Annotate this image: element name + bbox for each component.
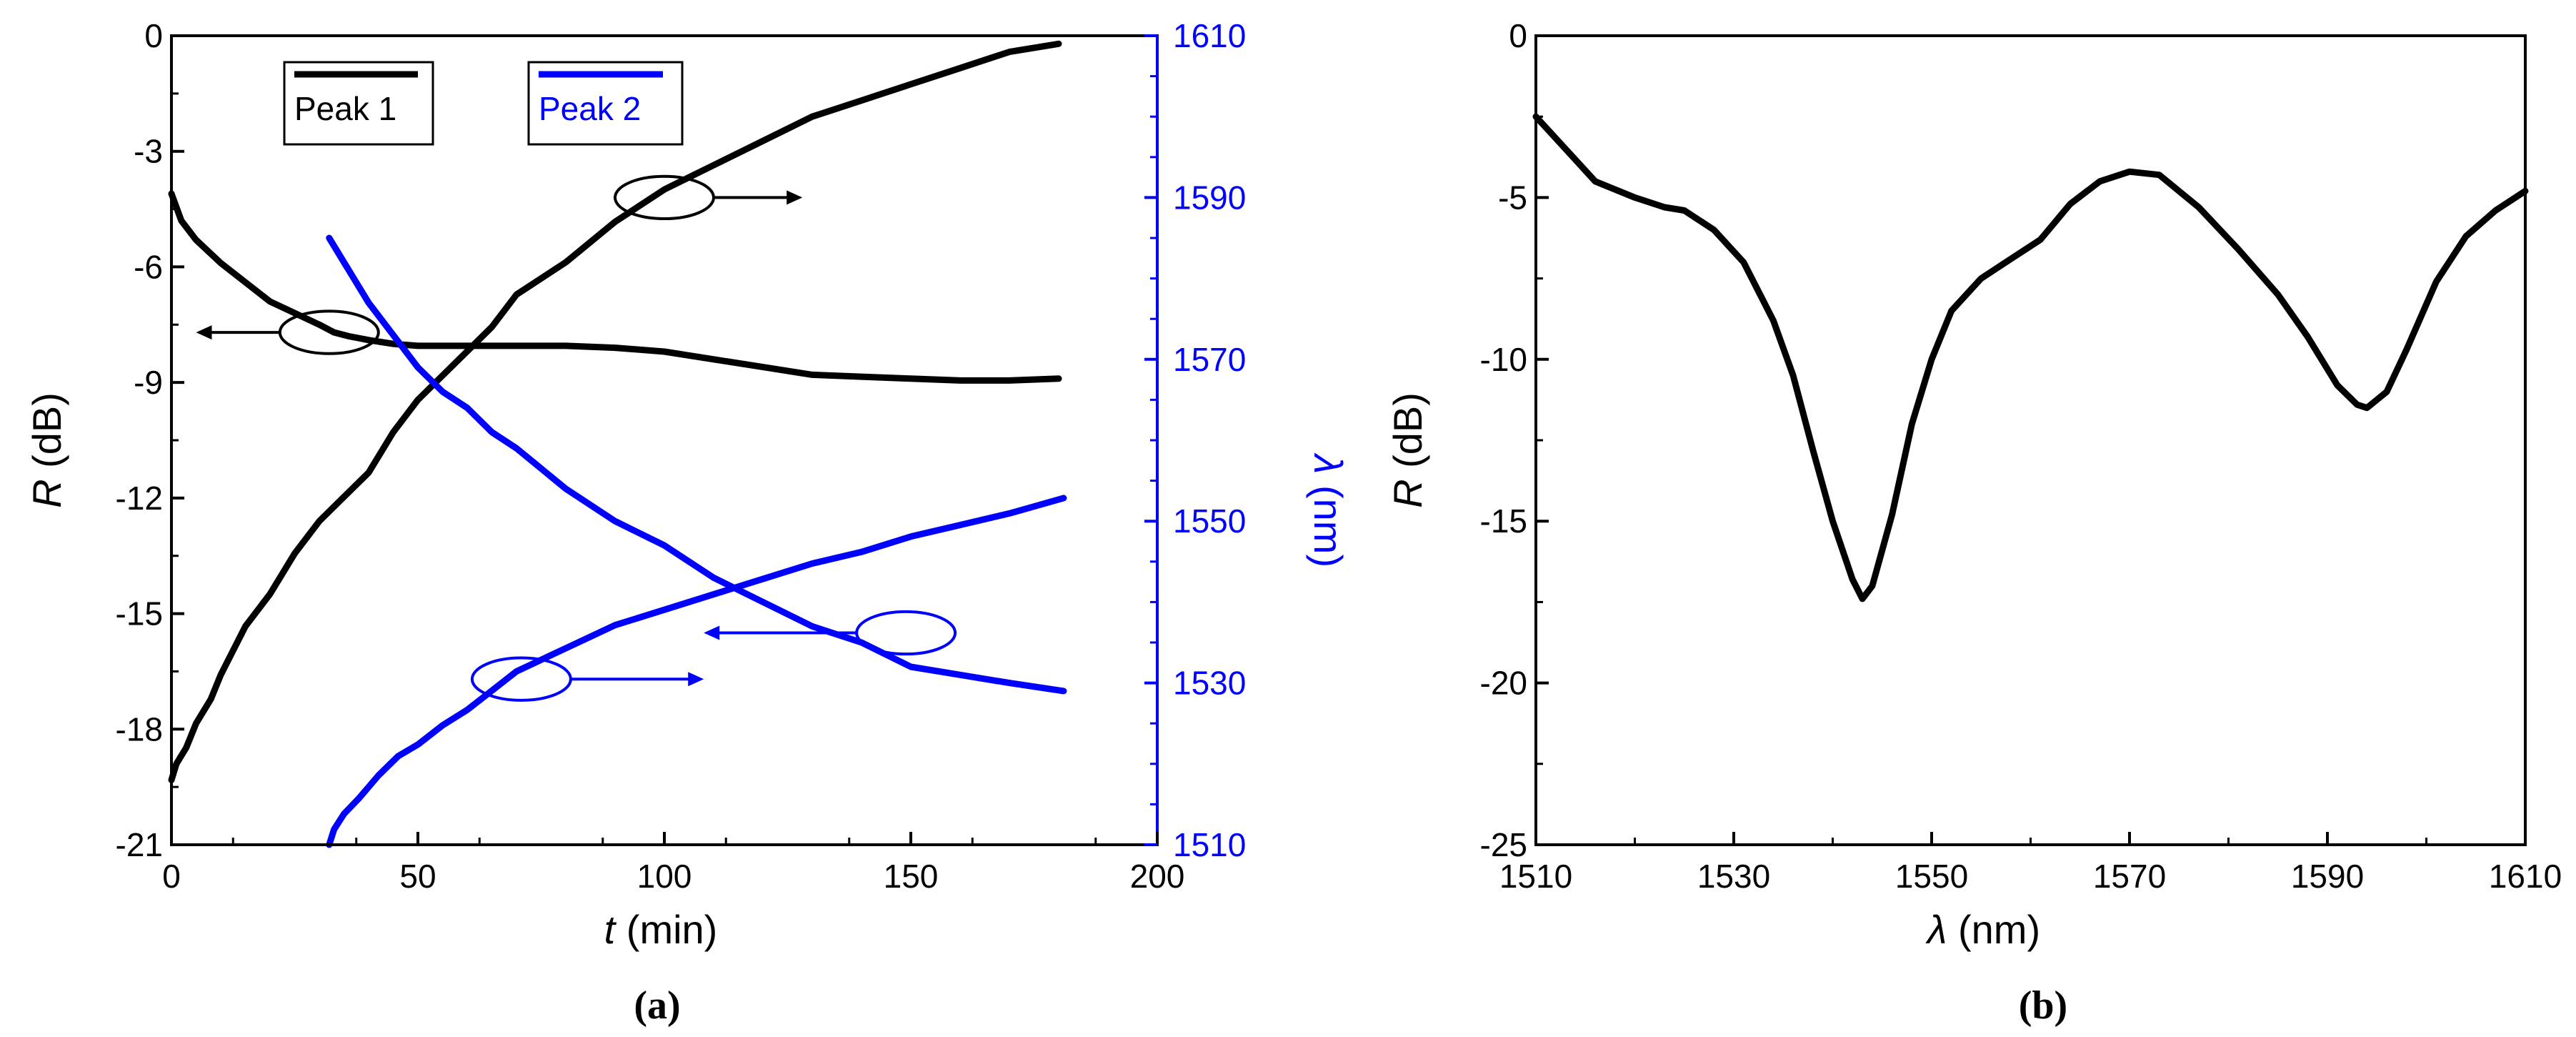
panel-b-y-tick-label-15: -15 — [1480, 502, 1527, 540]
panel-a-right-y-tick-label-1550: 1550 — [1173, 502, 1246, 540]
panel-a-left-y-tick-label-6: -6 — [134, 248, 163, 285]
annotation-arrow-head-4 — [704, 625, 720, 640]
panel-a-right-y-axis-label: λ (nm) — [1306, 452, 1351, 567]
panel-a-left-y-tick-label-21: -21 — [116, 826, 163, 863]
panel-b-x-tick-label-1530: 1530 — [1697, 858, 1770, 895]
panel-b-y-tick-label-25: -25 — [1480, 826, 1527, 863]
panel-a-right-y-tick-label-1590: 1590 — [1173, 179, 1246, 216]
panel-a-left-y-tick-label-9: -9 — [134, 364, 163, 401]
panel-b-x-var: λ — [1925, 907, 1947, 952]
panel-a-right-y-unit: (nm) — [1306, 485, 1351, 567]
panel-a-left-y-var: R — [24, 479, 69, 507]
legend-peak-2: Peak 2 — [527, 61, 684, 146]
panel-b-y-unit: (dB) — [1385, 392, 1430, 468]
panel-b-x-tick-label-1550: 1550 — [1895, 858, 1968, 895]
panel-a-left-y-unit: (dB) — [24, 392, 69, 468]
panel-b-x-unit: (nm) — [1958, 907, 2040, 952]
panel-b-x-tick-label-1610: 1610 — [2489, 858, 2562, 895]
panel-a: 0 50 100 150 200 0 -3 -6 -9 -12 -15 -18 -21 1610 1590 1… — [24, 17, 1351, 1028]
panel-b-y-tick-label-0: 0 — [1509, 17, 1527, 54]
panel-a-annotation-layer — [196, 174, 957, 702]
annotation-ellipse-3 — [470, 656, 572, 702]
panel-a-left-y-axis-label: R (dB) — [24, 392, 69, 508]
panel-a-right-y-var: λ — [1306, 452, 1351, 475]
annotation-arrow-head-2 — [196, 325, 212, 340]
panel-a-ticks-layer: 0 50 100 150 200 0 -3 -6 -9 -12 -15 -18 -21 1610 1590 1… — [116, 17, 1247, 895]
panel-a-left-y-tick-label-15: -15 — [116, 595, 163, 632]
panel-a-x-tick-label-200: 200 — [1130, 858, 1185, 895]
panel-b-caption: (b) — [2019, 983, 2067, 1028]
panel-a-plot-frame — [170, 34, 1159, 846]
panel-a-left-y-tick-label-3: -3 — [134, 133, 163, 170]
panel-a-x-tick-label-0: 0 — [162, 858, 181, 895]
series-peak-2 — [326, 234, 1067, 695]
panel-a-left-y-tick-label-18: -18 — [116, 710, 163, 748]
series-r-spectrum — [1532, 113, 2529, 602]
annotation-arrow-head-3 — [688, 672, 704, 687]
panel-b-y-tick-label-20: -20 — [1480, 665, 1527, 702]
panel-b-y-tick-label-10: -10 — [1480, 341, 1527, 378]
panel-a-left-y-tick-label-12: -12 — [116, 480, 163, 517]
panel-a-right-y-tick-label-1510: 1510 — [1173, 826, 1246, 863]
panel-a-x-var: t — [604, 907, 617, 952]
panel-a-series-layer — [168, 40, 1067, 848]
panel-a-x-tick-label-150: 150 — [884, 858, 939, 895]
annotation-ellipse-4 — [855, 610, 957, 656]
panel-a-right-y-tick-label-1530: 1530 — [1173, 665, 1246, 702]
panel-b-x-tick-label-1510: 1510 — [1499, 858, 1572, 895]
panel-a-right-y-tick-label-1570: 1570 — [1173, 341, 1246, 378]
panel-a-x-axis-label: t (min) — [604, 907, 718, 952]
panel-b-x-tick-label-1570: 1570 — [2093, 858, 2166, 895]
legend-peak-1-label: Peak 1 — [294, 90, 396, 127]
panel-b-series-layer — [1532, 113, 2529, 602]
legend-peak-1: Peak 1 — [283, 61, 434, 146]
panel-b-x-tick-label-1590: 1590 — [2291, 858, 2364, 895]
panel-b: 1510 1530 1550 1570 1590 16100-5-10-15-20-25 … — [1385, 17, 2562, 1028]
panel-b-y-tick-label-5: -5 — [1498, 179, 1527, 216]
panel-b-ticks-layer: 1510 1530 1550 1570 1590 1610 0 -5 -10 -15 -20 -25 — [1480, 17, 2562, 895]
series-peak-1 — [168, 40, 1062, 783]
panel-a-x-tick-label-100: 100 — [637, 858, 692, 895]
panel-b-x-axis-label: λ (nm) — [1925, 907, 2040, 952]
panel-a-left-y-tick-label-0: 0 — [144, 17, 163, 54]
panel-b-plot-frame — [1534, 34, 2527, 846]
panel-a-x-tick-label-50: 50 — [399, 858, 436, 895]
annotation-arrow-head-1 — [787, 190, 803, 205]
legend-peak-2-label: Peak 2 — [539, 90, 641, 127]
panel-b-y-axis-label: R (dB) — [1385, 392, 1430, 508]
panel-a-caption: (a) — [634, 983, 680, 1028]
panel-a-x-unit: (min) — [626, 907, 718, 952]
annotation-ellipse-1 — [614, 174, 715, 221]
series-peak-1-r — [168, 190, 1062, 384]
panel-a-right-y-tick-label-1610: 1610 — [1173, 17, 1246, 54]
panel-b-y-var: R — [1385, 479, 1430, 507]
